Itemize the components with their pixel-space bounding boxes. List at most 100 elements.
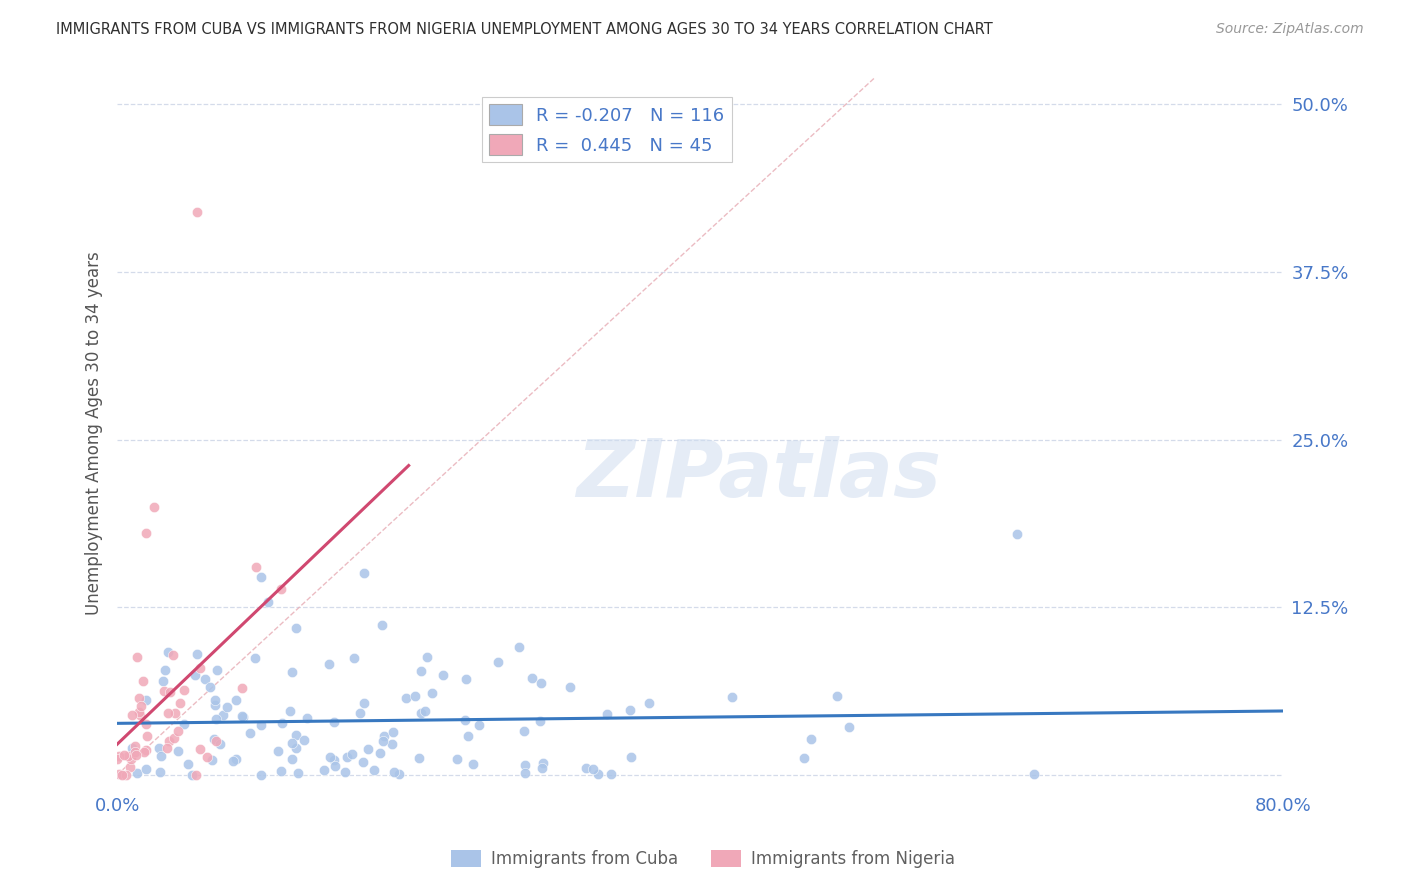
Point [205,663,228,677]
Point [312,763,335,777]
Point [349,706,371,721]
Text: Source: ZipAtlas.com: Source: ZipAtlas.com [1216,22,1364,37]
Point [249,717,271,731]
Point [353,566,375,581]
Point [404,689,426,703]
Point [599,767,621,781]
Point [184,768,207,782]
Point [721,690,744,704]
Point [183,668,205,682]
Point [287,765,309,780]
Point [408,751,430,765]
Point [132,745,155,759]
Point [162,648,184,662]
Point [156,645,179,659]
Point [225,752,247,766]
Point [243,650,266,665]
Point [333,765,356,780]
Point [382,725,405,739]
Point [157,706,180,720]
Point [186,204,208,219]
Point [204,693,226,707]
Point [558,680,581,694]
Point [420,686,443,700]
Point [281,736,304,750]
Point [121,707,143,722]
Point [619,703,641,717]
Point [108,749,131,764]
Point [173,682,195,697]
Point [352,755,374,769]
Y-axis label: Unemployment Among Ages 30 to 34 years: Unemployment Among Ages 30 to 34 years [86,251,103,615]
Point [159,685,181,699]
Point [135,742,157,756]
Point [135,762,157,776]
Point [202,731,225,746]
Point [323,759,346,773]
Point [395,691,418,706]
Point [120,752,142,766]
Point [167,744,190,758]
Point [1022,767,1045,781]
Point [188,661,211,675]
Point [169,696,191,710]
Point [468,717,491,731]
Point [463,757,485,772]
Point [520,671,543,685]
Point [124,739,146,753]
Point [409,664,432,678]
Point [638,696,661,710]
Point [453,713,475,727]
Point [368,746,391,760]
Point [582,762,605,776]
Point [232,710,254,724]
Point [231,709,253,723]
Point [529,714,551,729]
Point [363,764,385,778]
Point [1005,526,1028,541]
Legend: Immigrants from Cuba, Immigrants from Nigeria: Immigrants from Cuba, Immigrants from Ni… [444,843,962,875]
Point [531,756,554,771]
Point [121,741,143,756]
Point [280,704,302,718]
Point [256,595,278,609]
Point [285,740,308,755]
Point [128,691,150,706]
Point [125,748,148,763]
Point [620,749,643,764]
Point [432,668,454,682]
Point [157,733,180,747]
Point [222,754,245,768]
Point [118,760,141,774]
Point [194,672,217,686]
Point [793,751,815,765]
Point [108,767,131,781]
Point [454,672,477,686]
Point [201,753,224,767]
Point [596,706,619,721]
Point [285,728,308,742]
Point [575,761,598,775]
Point [353,696,375,710]
Point [280,665,302,679]
Point [152,684,174,698]
Point [204,713,226,727]
Point [217,699,239,714]
Point [373,729,395,743]
Point [318,657,340,672]
Point [186,647,208,661]
Point [195,749,218,764]
Text: IMMIGRANTS FROM CUBA VS IMMIGRANTS FROM NIGERIA UNEMPLOYMENT AMONG AGES 30 TO 34: IMMIGRANTS FROM CUBA VS IMMIGRANTS FROM … [56,22,993,37]
Point [250,768,273,782]
Point [208,737,231,751]
Point [292,732,315,747]
Point [111,768,134,782]
Text: ZIPatlas: ZIPatlas [576,436,941,515]
Point [173,717,195,731]
Point [129,699,152,714]
Point [124,745,146,759]
Point [198,680,221,694]
Point [180,768,202,782]
Point [150,749,173,764]
Point [838,720,860,734]
